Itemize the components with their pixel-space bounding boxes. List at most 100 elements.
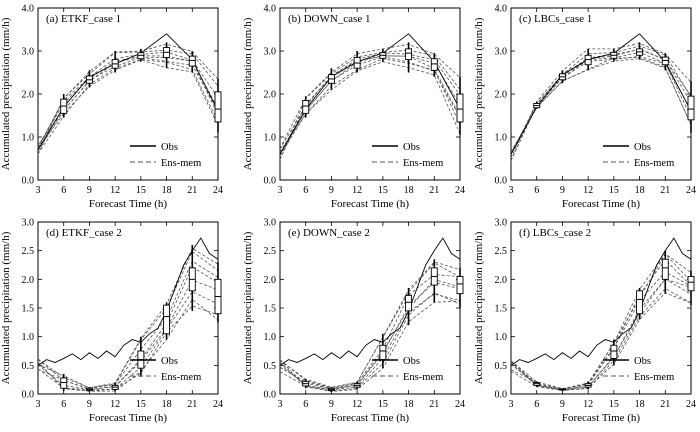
ensemble-member-line: [510, 49, 692, 154]
panel-6: 3 6 9 12 15 18 21 24 0.0 0.5 1.0 1.5 2.0 2.5 3.0 Foreca…: [473, 218, 696, 425]
y-axis-title: Accumulated precipitation (mm/h): [242, 231, 254, 384]
y-tick-label: 0.0: [264, 390, 277, 401]
y-tick-label: 0.5: [264, 361, 277, 372]
ensemble-member-line: [510, 253, 692, 390]
ensemble-member-line: [279, 292, 461, 392]
panel-4: 3 6 9 12 15 18 21 24 0.0 0.5 1.0 1.5 2.0 2.5 3.0 Foreca…: [0, 218, 223, 425]
ensemble-member-line: [279, 43, 461, 149]
y-tick-label: 2.5: [495, 246, 508, 257]
panel-title: (d) ETKF_case 2: [46, 227, 122, 239]
ensemble-member-line: [279, 55, 461, 156]
x-tick-label: 3: [278, 185, 283, 196]
y-tick-label: 3.0: [264, 218, 277, 229]
ensemble-member-line: [510, 278, 692, 391]
box: [687, 276, 695, 292]
y-axis-title: Accumulated precipitation (mm/h): [0, 17, 12, 170]
x-axis-title: Forecast Time (h): [562, 412, 641, 424]
obs-line: [510, 33, 692, 155]
legend-obs-label: Obs: [403, 142, 420, 153]
y-tick-label: 0.0: [495, 390, 508, 401]
x-tick-label: 12: [352, 185, 362, 196]
x-tick-label: 9: [329, 185, 334, 196]
y-axis-title: Accumulated precipitation (mm/h): [242, 17, 254, 170]
obs-line: [279, 237, 461, 366]
legend-ens-label: Ens-mem: [403, 372, 443, 383]
y-tick-label: 0.0: [22, 390, 35, 401]
x-axis-title: Forecast Time (h): [331, 412, 410, 424]
ensemble-member-line: [37, 51, 219, 147]
ensemble-member-line: [279, 58, 461, 156]
box: [302, 99, 310, 114]
x-axis-title: Forecast Time (h): [89, 412, 168, 424]
x-tick-label: 6: [61, 185, 66, 196]
y-tick-label: 2.0: [495, 90, 508, 101]
box: [405, 294, 413, 312]
ensemble-member-line: [37, 305, 219, 392]
x-tick-label: 12: [352, 399, 362, 410]
obs-line: [510, 237, 692, 366]
ensemble-member-line: [279, 55, 461, 150]
y-tick-label: 0.0: [264, 176, 277, 187]
ensemble-member-line: [510, 43, 692, 159]
ensemble-member-line: [279, 261, 461, 388]
ensemble-member-line: [279, 279, 461, 390]
y-axis-title: Accumulated precipitation (mm/h): [473, 231, 485, 384]
plot-frame: [279, 7, 461, 181]
x-tick-label: 24: [686, 399, 696, 410]
x-tick-label: 6: [303, 185, 308, 196]
ensemble-member-line: [279, 300, 461, 392]
box: [405, 48, 413, 61]
legend-obs-label: Obs: [161, 142, 178, 153]
obs-line: [279, 33, 461, 155]
box: [60, 377, 68, 389]
x-tick-label: 21: [429, 399, 439, 410]
box: [661, 258, 669, 280]
panel-title: (e) DOWN_case 2: [288, 227, 370, 239]
box: [456, 93, 464, 123]
ensemble-member-line: [37, 279, 219, 390]
x-tick-label: 21: [660, 399, 670, 410]
obs-line: [37, 237, 219, 366]
x-tick-label: 18: [404, 185, 414, 196]
ensemble-member-line: [510, 57, 692, 154]
ensemble-member-line: [37, 291, 219, 391]
x-tick-label: 3: [278, 399, 283, 410]
x-tick-label: 9: [87, 185, 92, 196]
x-tick-label: 15: [136, 185, 146, 196]
ensemble-member-line: [37, 298, 219, 392]
x-tick-label: 15: [609, 399, 619, 410]
x-tick-label: 18: [635, 399, 645, 410]
y-tick-label: 1.0: [495, 133, 508, 144]
x-tick-label: 9: [560, 185, 565, 196]
y-tick-label: 4.0: [264, 4, 277, 15]
panel-2: 3 6 9 12 15 18 21 24 0.0 1.0 2.0 3.0 4.0 Forecast Tim…: [242, 4, 465, 211]
legend-obs-label: Obs: [161, 356, 178, 367]
x-tick-label: 6: [61, 399, 66, 410]
y-tick-label: 1.0: [22, 133, 35, 144]
ensemble-member-line: [279, 274, 461, 389]
box: [379, 344, 387, 361]
x-tick-label: 3: [36, 399, 41, 410]
y-tick-label: 1.0: [264, 332, 277, 343]
box: [163, 304, 171, 335]
x-tick-label: 21: [187, 399, 197, 410]
y-tick-label: 2.0: [22, 275, 35, 286]
x-tick-label: 15: [136, 399, 146, 410]
x-tick-label: 12: [583, 185, 593, 196]
legend-ens-label: Ens-mem: [161, 158, 201, 169]
ensemble-member-line: [510, 259, 692, 390]
y-tick-label: 1.5: [22, 304, 35, 315]
x-axis-title: Forecast Time (h): [331, 198, 410, 210]
ensemble-member-line: [37, 57, 219, 146]
panel-3: 3 6 9 12 15 18 21 24 0.0 1.0 2.0 3.0 4.0 Forecast Tim…: [473, 4, 696, 211]
x-tick-label: 18: [404, 399, 414, 410]
y-tick-label: 3.0: [495, 218, 508, 229]
legend-obs-label: Obs: [634, 142, 651, 153]
ensemble-member-line: [510, 292, 692, 391]
y-axis-title: Accumulated precipitation (mm/h): [473, 17, 485, 170]
x-tick-label: 3: [509, 185, 514, 196]
y-tick-label: 0.0: [22, 176, 35, 187]
legend-ens-label: Ens-mem: [634, 158, 674, 169]
x-tick-label: 9: [87, 399, 92, 410]
x-tick-label: 12: [110, 185, 120, 196]
